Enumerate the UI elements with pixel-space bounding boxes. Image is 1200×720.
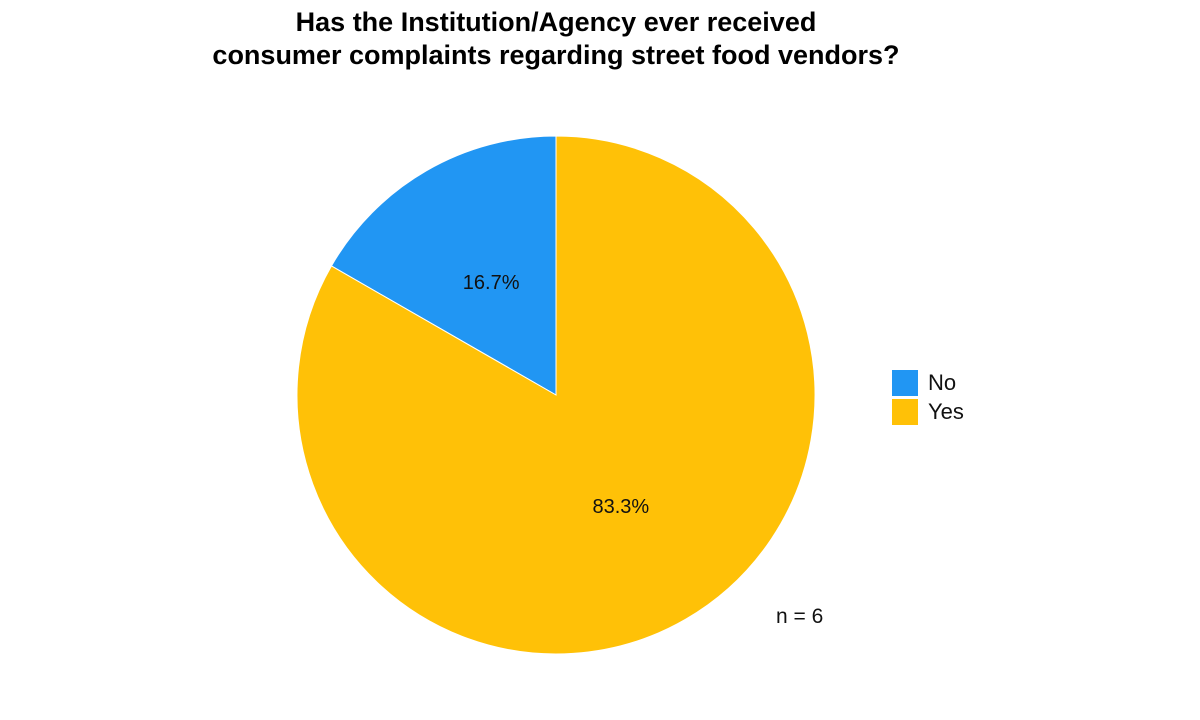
legend: No Yes: [892, 368, 964, 426]
legend-swatch-no: [892, 369, 918, 396]
pie-slice-labels: 16.7% 83.3%: [463, 272, 650, 518]
legend-item-yes: Yes: [892, 397, 964, 426]
sample-size-note: n = 6: [776, 605, 824, 628]
legend-swatch-yes: [892, 398, 918, 425]
pie-slices: [296, 135, 816, 655]
pie-slice-yes: [296, 135, 816, 655]
slice-label-no: 16.7%: [463, 272, 520, 294]
pie-slice-no: [330, 135, 557, 396]
legend-label-no: No: [928, 369, 957, 395]
chart-title-line-2: consumer complaints regarding street foo…: [212, 40, 900, 70]
chart-title-line-1: Has the Institution/Agency ever received: [295, 7, 817, 37]
legend-label-yes: Yes: [928, 398, 964, 424]
slice-label-yes: 83.3%: [593, 496, 650, 518]
legend-item-no: No: [892, 368, 964, 397]
chart-title: Has the Institution/Agency ever received…: [0, 6, 1112, 72]
